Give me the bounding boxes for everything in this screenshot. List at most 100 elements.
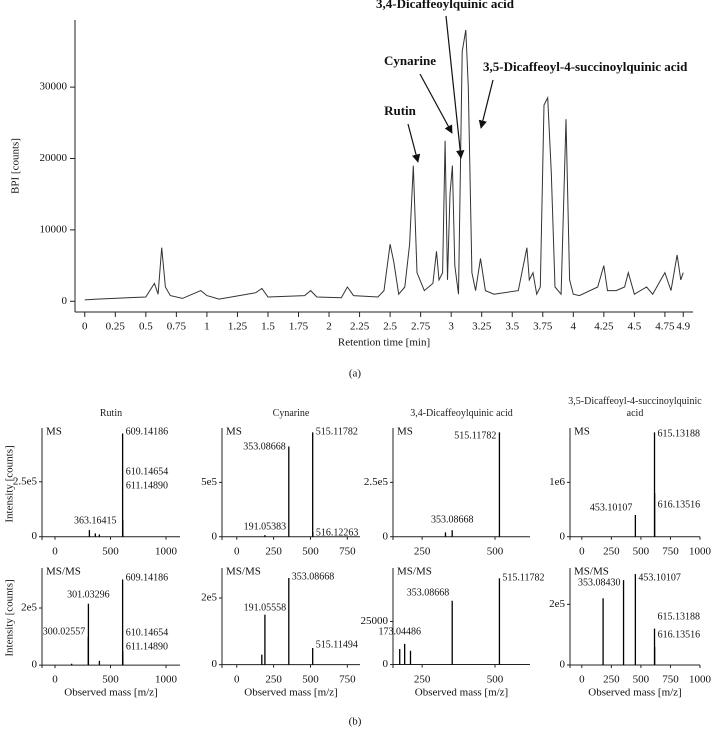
peak-label: 363.16415 [74,515,117,526]
spectrum-type: MS [226,426,242,438]
x-tick-label: 0 [52,674,58,686]
annotation: Cynarine [384,53,436,68]
x-tick-label: 1.75 [289,321,309,333]
x-tick-label: 0 [234,674,240,686]
peak-label: 611.14890 [126,480,168,491]
x-tick-label: 500 [102,674,119,686]
annotation: 3,4-Dicaffeoylquinic acid [376,0,515,11]
x-tick-label: 0 [579,546,585,558]
peak-label: 609.14186 [126,426,169,437]
spectrum-type: MS [574,426,590,438]
peak-label: 611.14890 [126,641,168,652]
x-tick-label: 1.5 [261,321,275,333]
x-tick-label: 500 [302,674,319,686]
y-tick-label: 2.5e5 [13,475,38,487]
x-tick-label: 750 [662,674,679,686]
peak-label: 610.14654 [126,466,169,477]
x-tick-label: 0 [234,546,240,558]
x-tick-label: 500 [487,546,504,558]
y-tick-label: 0 [560,530,566,542]
spectrum-type: MS/MS [46,566,81,578]
x-tick-label: 3 [448,321,454,333]
spectrum-type: MS [397,426,413,438]
y-tick-label: 0 [62,295,68,307]
spectrum-type: MS/MS [574,566,609,578]
peak-label: 191.05558 [244,602,287,613]
x-tick-label: 1000 [689,546,711,558]
peak-label: 301.03296 [67,589,110,600]
caption: (a) [349,368,362,380]
peak-label: 616.13516 [658,499,701,510]
x-axis-label: Observed mass [m/z] [415,687,508,699]
y-tick-label: 2e5 [549,598,565,610]
x-tick-label: 1000 [689,674,711,686]
y-tick-label: 20000 [40,152,68,164]
x-tick-label: 3.75 [533,321,553,333]
spectrum-type: MS [46,426,62,438]
y-tick-label: 25000 [361,615,389,627]
y-tick-label: 30000 [40,81,68,93]
x-tick-label: 2.5 [383,321,397,333]
x-tick-label: 4 [571,321,577,333]
x-tick-label: 500 [102,546,119,558]
y-tick-label: 0 [383,658,389,670]
peak-label: 353.08430 [578,577,621,588]
x-tick-label: 500 [633,546,650,558]
x-tick-label: 1000 [155,546,178,558]
x-tick-label: 4.25 [594,321,614,333]
annotation-arrow [419,73,453,134]
x-axis-label: Observed mass [m/z] [64,687,157,699]
x-tick-label: 750 [662,546,679,558]
y-axis-label: Intensity [counts] [4,579,16,656]
y-tick-label: 2.5e5 [364,476,389,488]
peak-label: 515.11782 [502,572,544,583]
peak-label: 173.04486 [378,626,421,637]
x-tick-label: 1 [204,321,210,333]
x-tick-label: 4.75 [655,321,675,333]
spectrum-title: 3,4-Dicaffeoylquinic acid [410,408,513,419]
x-tick-label: 0.25 [106,321,126,333]
x-tick-label: 500 [302,546,319,558]
y-tick-label: 0 [383,530,389,542]
y-tick-label: 0 [212,530,218,542]
x-tick-label: 2.75 [411,321,431,333]
x-axis-label: Observed mass [m/z] [244,687,337,699]
x-tick-label: 4.5 [628,321,642,333]
y-tick-label: 0 [32,530,38,542]
caption: (b) [349,716,362,728]
peak-label: 353.08668 [243,441,286,452]
x-tick-label: 0.75 [167,321,187,333]
x-tick-label: 250 [265,674,282,686]
x-tick-label: 3.25 [472,321,492,333]
peak-label: 353.08668 [292,571,335,582]
peak-label: 610.14654 [126,627,169,638]
y-tick-label: 10000 [40,223,68,235]
x-tick-label: 3.5 [505,321,519,333]
x-tick-label: 250 [603,546,620,558]
x-tick-label: 250 [603,674,620,686]
annotation-arrow [478,79,494,129]
y-tick-label: 0 [32,659,38,671]
y-axis-label: Intensity [counts] [4,445,16,522]
spectrum-title: 3,5-Dicaffeoyl-4-succinoylquinic acid [568,396,702,419]
x-tick-label: 4.9 [676,321,690,333]
peak-label: 453.10107 [590,502,633,513]
peak-label: 353.08668 [407,587,450,598]
x-tick-label: 2 [326,321,332,333]
x-tick-label: 500 [633,674,650,686]
peak-label: 516.12263 [316,527,359,538]
x-tick-label: 1.25 [228,321,248,333]
peak-label: 300.02557 [43,626,86,637]
x-tick-label: 0 [579,674,585,686]
y-tick-label: 2e5 [201,592,217,604]
annotation-arrow [445,15,465,159]
peak-label: 353.08668 [431,514,474,525]
peak-label: 515.11782 [454,430,496,441]
x-tick-label: 0.5 [139,321,153,333]
spectrum-type: MS/MS [226,566,261,578]
x-tick-label: 250 [414,546,431,558]
y-axis-label: BPI [counts] [10,138,22,194]
x-tick-label: 250 [265,546,282,558]
